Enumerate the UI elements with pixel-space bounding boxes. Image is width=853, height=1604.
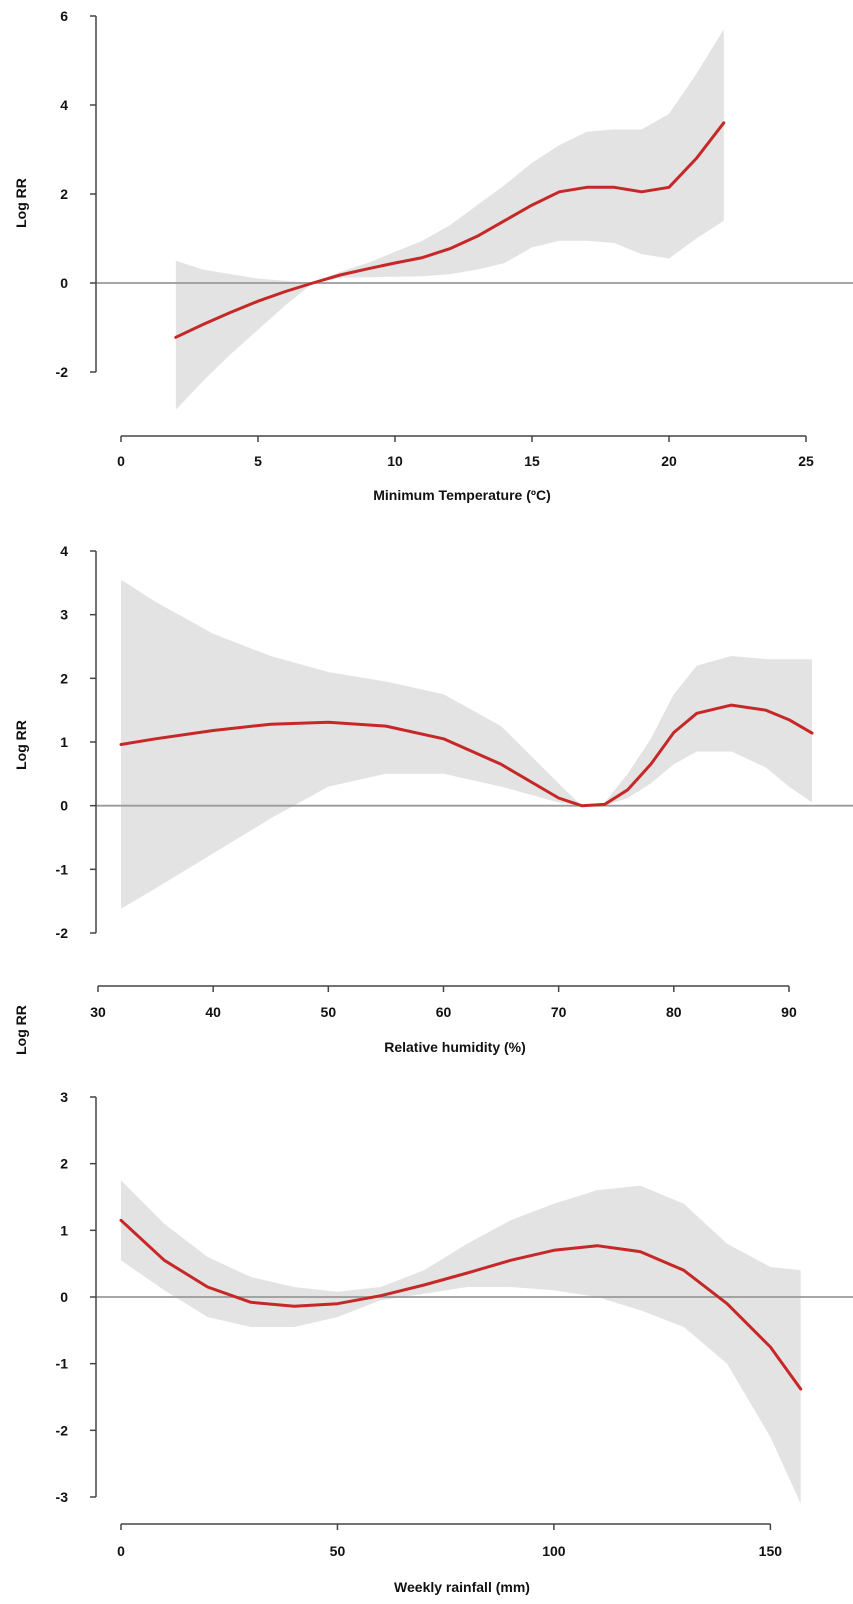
x-tick-label: 5 (254, 453, 262, 469)
y-tick-label: -2 (56, 1422, 69, 1438)
x-tick-label: 50 (330, 1543, 346, 1559)
confidence-band (175, 29, 724, 410)
x-tick-label: 50 (321, 1004, 337, 1020)
x-tick-label: 20 (661, 453, 677, 469)
estimate-curve (119, 1218, 803, 1391)
y-tick-label: 2 (60, 670, 68, 686)
y-tick-label: -1 (56, 1356, 69, 1372)
x-axis-title: Weekly rainfall (mm) (394, 1579, 530, 1595)
x-axis-title: Minimum Temperature (ºC) (373, 487, 551, 503)
y-tick-label: 0 (60, 275, 68, 291)
x-tick-label: 0 (117, 453, 125, 469)
y-tick-label: 4 (60, 543, 68, 559)
x-tick-label: 70 (551, 1004, 567, 1020)
estimate-curve (174, 121, 726, 339)
y-axis-title: Log RR (13, 720, 29, 770)
y-tick-label: 0 (60, 1289, 68, 1305)
x-tick-label: 40 (205, 1004, 221, 1020)
y-tick-label: 2 (60, 1156, 68, 1172)
y-tick-label: -2 (56, 925, 69, 941)
x-tick-label: 150 (759, 1543, 783, 1559)
x-tick-label: 0 (117, 1543, 125, 1559)
panel-minimum-temperature: Minimum Temperature (ºC) Log RR -2 0 2 4 6 0 5… (13, 8, 853, 503)
x-tick-label: 25 (798, 453, 814, 469)
y-tick-label: 6 (60, 8, 68, 24)
x-axis-title: Relative humidity (%) (384, 1039, 526, 1055)
y-tick-label: 1 (60, 734, 68, 750)
x-tick-label: 60 (436, 1004, 452, 1020)
estimate-curve (119, 703, 814, 808)
y-tick-label: -2 (56, 364, 69, 380)
x-tick-label: 15 (524, 453, 540, 469)
y-tick-label: -3 (56, 1489, 69, 1505)
x-tick-label: 30 (90, 1004, 106, 1020)
x-tick-label: 80 (666, 1004, 682, 1020)
panel-relative-humidity: Relative humidity (%) Log RR -2 -1 0 1 2 3 4 30… (13, 543, 853, 1055)
y-tick-label: 3 (60, 1089, 68, 1105)
y-tick-label: 3 (60, 607, 68, 623)
x-tick-label: 90 (781, 1004, 797, 1020)
y-tick-label: 1 (60, 1222, 68, 1238)
y-axis-title: Log RR (13, 1005, 29, 1055)
y-tick-label: -1 (56, 861, 69, 877)
confidence-band (121, 1180, 801, 1504)
x-tick-label: 100 (542, 1543, 566, 1559)
y-tick-label: 2 (60, 186, 68, 202)
y-axis-title: Log RR (13, 178, 29, 228)
y-tick-label: 0 (60, 798, 68, 814)
x-tick-label: 10 (387, 453, 403, 469)
confidence-band (121, 579, 812, 909)
y-tick-label: 4 (60, 97, 68, 113)
